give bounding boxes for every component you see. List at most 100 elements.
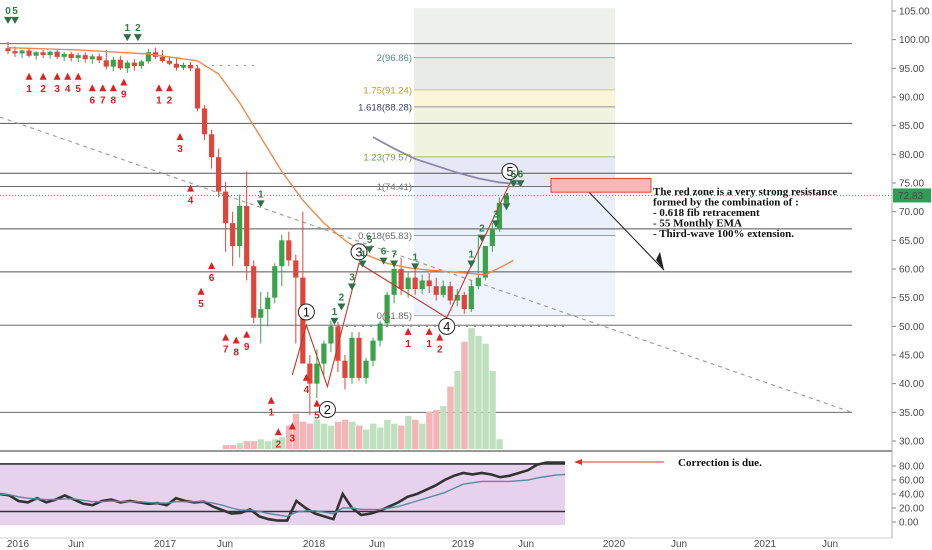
volume-bar — [482, 343, 489, 449]
layer-horizontal-levels — [0, 43, 892, 413]
seq-arrow-down — [411, 263, 420, 271]
seq-arrow-down — [390, 260, 399, 268]
candle-body — [131, 62, 137, 67]
seq-count-green: 2 — [339, 293, 345, 304]
y-tick-label: 80.00 — [899, 150, 924, 161]
volume-bar — [278, 437, 286, 449]
candle-body — [489, 228, 495, 247]
volume-bar — [475, 335, 482, 449]
seq-count-green: 4 — [504, 192, 510, 203]
volume-bar — [384, 419, 391, 449]
candle-body — [75, 55, 81, 59]
candle-body — [5, 48, 11, 52]
candle-body — [180, 64, 187, 68]
seq-count-green: 3 — [493, 209, 499, 220]
seq-count-red: 1 — [156, 95, 162, 106]
candle-body — [384, 294, 390, 324]
candle-body — [503, 195, 510, 204]
seq-arrow-up — [267, 396, 275, 404]
candle-body — [265, 297, 271, 310]
seq-arrow-down — [4, 16, 12, 24]
layer-candles — [5, 41, 510, 416]
seq-count-green: 2 — [135, 23, 141, 34]
volume-bar — [299, 421, 307, 449]
seq-count-red: 7 — [100, 95, 106, 106]
seq-count-red: 3 — [54, 84, 60, 95]
seq-count-red: 1 — [268, 408, 274, 419]
x-tick-label: Jun — [518, 539, 534, 550]
fib-band-5 — [414, 186, 615, 236]
wave-circle-5 — [501, 163, 519, 181]
candle-body — [398, 269, 404, 290]
seq-count-red: 5 — [314, 411, 320, 422]
x-tick-label: 2021 — [754, 539, 777, 550]
candle-body — [208, 134, 215, 158]
seq-arrow-up — [232, 336, 240, 344]
volume-bar — [222, 445, 230, 449]
candle-body — [12, 51, 18, 54]
candle-body — [237, 205, 243, 247]
y-tick-label: 40.00 — [899, 379, 924, 390]
y-tick-label: 100.00 — [899, 35, 930, 46]
candle-body — [187, 64, 194, 69]
seq-arrow-up — [243, 330, 251, 338]
seq-count-red: 4 — [188, 196, 194, 207]
candle-body — [454, 294, 460, 301]
volume-bar — [313, 419, 321, 449]
fib-label-3: 1.23(79.57) — [363, 152, 412, 163]
seq-arrow-down — [477, 234, 486, 242]
seq-count-red: 4 — [65, 84, 71, 95]
volume-bar — [377, 427, 384, 449]
x-tick-label: 2018 — [303, 539, 326, 550]
seq-arrow-up — [313, 399, 321, 407]
seq-arrow-down — [133, 34, 142, 42]
seq-count-red: 1 — [26, 84, 32, 95]
candle-body — [307, 363, 313, 384]
candle-body — [272, 266, 278, 298]
seq-arrow-up — [404, 327, 412, 335]
seq-arrow-down — [337, 303, 346, 311]
candle-body — [145, 52, 151, 62]
candle-body — [370, 340, 376, 361]
volume-bar — [327, 425, 335, 449]
volume-bar — [243, 441, 251, 449]
seq-count-green: 5 — [12, 6, 18, 17]
seq-arrow-up — [288, 422, 296, 430]
volume-bar — [356, 425, 363, 449]
y-tick-label: 75.00 — [899, 179, 924, 190]
candle-body — [363, 360, 369, 378]
seq-arrow-down — [347, 283, 356, 291]
candle-body — [356, 337, 362, 378]
candle-body — [68, 54, 74, 59]
seq-arrow-down — [365, 246, 374, 254]
candle-body — [138, 61, 144, 67]
seq-count-red: 9 — [244, 342, 250, 353]
x-tick-label: Jun — [671, 539, 687, 550]
candle-body — [475, 277, 481, 287]
wave-circle-2 — [318, 400, 336, 418]
rsi-y-tick-label: 0.00 — [899, 518, 919, 529]
rsi-series-1 — [0, 473, 566, 518]
seq-arrow-up — [187, 184, 195, 192]
seq-arrow-up — [302, 373, 310, 381]
seq-arrow-up — [99, 84, 107, 92]
annotation-line-2: - 0.618 fib retracement — [653, 207, 760, 219]
volume-bar — [341, 419, 349, 449]
candle-body — [496, 203, 502, 229]
candle-body — [194, 68, 201, 109]
candle-body — [461, 294, 467, 310]
seq-count-green: 5 — [511, 169, 517, 180]
y-tick-label: 35.00 — [899, 408, 924, 419]
fib-label-2: 1.618(88.28) — [358, 102, 412, 113]
volume-bar — [292, 413, 300, 449]
seq-arrow-up — [74, 72, 82, 80]
y-tick-label: 95.00 — [899, 64, 924, 75]
seq-count-red: 9 — [121, 90, 127, 101]
x-tick-label: Jun — [822, 539, 838, 550]
volume-bar — [334, 421, 342, 449]
candle-body — [482, 246, 488, 278]
candle-body — [426, 280, 432, 287]
seq-count-red: 6 — [89, 95, 95, 106]
